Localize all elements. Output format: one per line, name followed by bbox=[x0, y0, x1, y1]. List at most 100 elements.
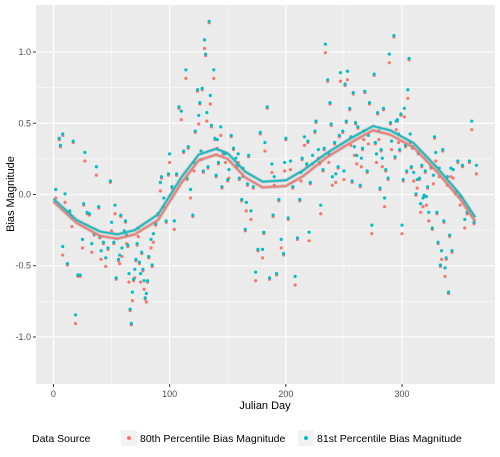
point-81st bbox=[305, 162, 309, 166]
point-81st bbox=[76, 273, 80, 277]
point-80th bbox=[338, 79, 343, 83]
point-81st bbox=[247, 153, 251, 157]
point-81st bbox=[374, 152, 379, 156]
point-81st bbox=[63, 192, 67, 196]
point-80th bbox=[352, 153, 356, 157]
grid bbox=[36, 5, 495, 384]
point-81st bbox=[208, 93, 212, 98]
point-81st bbox=[337, 133, 341, 137]
point-81st bbox=[61, 132, 65, 136]
point-80th bbox=[70, 224, 74, 229]
point-80th bbox=[377, 138, 381, 142]
point-81st bbox=[352, 145, 356, 149]
point-81st bbox=[401, 177, 405, 182]
point-81st bbox=[341, 129, 345, 133]
point-81st bbox=[295, 236, 300, 240]
point-81st bbox=[101, 240, 105, 244]
point-80th bbox=[130, 299, 135, 303]
point-80th bbox=[383, 205, 387, 209]
point-81st bbox=[392, 34, 396, 38]
point-81st bbox=[143, 296, 147, 300]
legend-label-80: 80th Percentile Bias Magnitude bbox=[140, 433, 285, 445]
point-81st bbox=[432, 135, 437, 139]
x-tick-label: 200 bbox=[278, 389, 293, 399]
point-81st bbox=[363, 89, 367, 93]
point-80th bbox=[138, 280, 143, 284]
point-81st bbox=[216, 160, 221, 165]
point-81st bbox=[272, 175, 276, 179]
point-81st bbox=[58, 143, 63, 147]
point-81st bbox=[87, 212, 92, 216]
point-81st bbox=[400, 223, 404, 227]
point-81st bbox=[291, 185, 295, 189]
x-tick-label: 0 bbox=[51, 389, 56, 399]
point-81st bbox=[61, 244, 65, 249]
point-80th bbox=[120, 254, 124, 259]
point-81st bbox=[177, 105, 181, 109]
y-tick-label: -1.0 bbox=[15, 332, 31, 342]
point-81st bbox=[405, 169, 409, 173]
point-81st bbox=[360, 146, 365, 150]
point-81st bbox=[209, 123, 214, 127]
point-81st bbox=[326, 78, 330, 82]
y-tick-label: 1.0 bbox=[18, 47, 31, 57]
point-81st bbox=[195, 88, 200, 92]
point-81st bbox=[442, 219, 446, 223]
point-80th bbox=[342, 177, 346, 182]
x-axis-title: Julian Day bbox=[239, 400, 291, 412]
point-81st bbox=[389, 139, 394, 143]
point-81st bbox=[365, 169, 369, 173]
point-80th bbox=[168, 160, 172, 165]
point-80th bbox=[104, 264, 108, 269]
point-81st bbox=[162, 196, 166, 200]
point-81st bbox=[279, 237, 283, 241]
point-81st bbox=[214, 173, 218, 177]
point-81st bbox=[439, 249, 444, 253]
point-81st bbox=[460, 163, 465, 167]
point-81st bbox=[270, 162, 274, 166]
point-81st bbox=[145, 279, 150, 283]
point-81st bbox=[140, 250, 144, 254]
point-81st bbox=[73, 313, 78, 317]
point-80th bbox=[127, 280, 131, 284]
point-81st bbox=[106, 246, 110, 250]
point-81st bbox=[345, 69, 350, 73]
point-80th bbox=[279, 246, 283, 250]
y-axis-title: Bias Magnitude bbox=[5, 156, 17, 232]
point-81st bbox=[271, 213, 275, 217]
point-80th bbox=[172, 227, 176, 232]
point-81st bbox=[450, 249, 454, 253]
y-tick-label: 0.5 bbox=[18, 118, 31, 128]
point-81st bbox=[456, 159, 460, 163]
point-81st bbox=[308, 180, 312, 184]
x-axis: 0 100 200 300 bbox=[51, 384, 410, 399]
point-81st bbox=[215, 138, 219, 142]
point-80th bbox=[184, 76, 188, 80]
trend-line-80th bbox=[52, 129, 476, 240]
point-81st bbox=[421, 196, 425, 200]
point-80th bbox=[366, 142, 370, 146]
point-81st bbox=[99, 249, 103, 253]
point-81st bbox=[158, 180, 162, 184]
point-80th bbox=[144, 300, 148, 304]
point-81st bbox=[314, 119, 318, 123]
point-80th bbox=[443, 274, 447, 279]
point-81st bbox=[193, 129, 197, 133]
point-81st bbox=[128, 307, 132, 311]
point-80th bbox=[283, 169, 287, 173]
point-81st bbox=[219, 125, 223, 129]
point-81st bbox=[398, 148, 402, 152]
point-81st bbox=[300, 156, 304, 160]
point-81st bbox=[379, 148, 383, 152]
point-80th bbox=[334, 180, 338, 184]
point-80th bbox=[212, 76, 216, 80]
point-81st bbox=[166, 172, 171, 176]
point-81st bbox=[451, 167, 455, 172]
point-81st bbox=[406, 88, 410, 92]
point-81st bbox=[381, 106, 386, 110]
point-81st bbox=[443, 266, 447, 270]
point-80th bbox=[223, 160, 228, 165]
point-81st bbox=[380, 156, 384, 160]
point-80th bbox=[219, 133, 223, 137]
